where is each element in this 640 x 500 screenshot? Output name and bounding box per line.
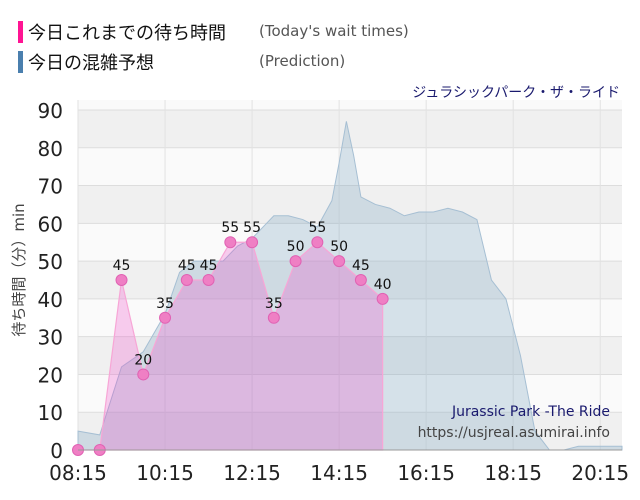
grid-band: [78, 110, 622, 148]
legend-sublabel-prediction: (Prediction): [259, 52, 346, 70]
data-label: 35: [265, 296, 283, 312]
x-tick-label: 20:15: [571, 461, 629, 485]
data-label: 45: [113, 258, 131, 274]
data-point: [180, 274, 193, 286]
grid-band: [78, 336, 622, 375]
grid-bands: [78, 100, 622, 450]
data-point: [267, 311, 280, 324]
x-tick-label: 10:15: [136, 461, 194, 485]
grid-band: [78, 185, 622, 224]
data-point: [115, 274, 128, 286]
legend: 今日これまでの待ち時間 (Today's wait times) 今日の混雑予想…: [18, 18, 618, 78]
chart-title: ジュラシックパーク・ザ・ライド: [412, 85, 620, 101]
x-tick-label: 14:15: [310, 461, 368, 485]
legend-item-prediction: 今日の混雑予想 (Prediction): [18, 48, 618, 78]
data-label: 45: [352, 258, 370, 274]
y-tick-label: 20: [38, 363, 63, 387]
y-tick-label: 0: [50, 439, 63, 463]
watermark-url: https://usjreal.asumirai.info: [418, 425, 610, 441]
y-tick-label: 10: [38, 401, 63, 425]
y-tick-label: 80: [38, 137, 63, 161]
data-label: 45: [178, 258, 196, 274]
legend-sublabel-today: (Today's wait times): [259, 22, 409, 40]
grid-band: [78, 412, 622, 450]
data-label: 20: [134, 352, 152, 368]
axes: 0 10 20 30 40 50 60 70 80 90 08:15 10:15 12:15 14:15 1…: [38, 99, 630, 485]
x-tick-label: 08:15: [49, 461, 107, 485]
data-label: 55: [243, 220, 261, 236]
y-tick-label: 50: [38, 250, 63, 274]
data-point: [354, 274, 367, 286]
data-label: 55: [221, 220, 239, 236]
legend-label-prediction: 今日の混雑予想: [28, 53, 154, 74]
data-label: 50: [330, 239, 348, 255]
data-point: [137, 368, 150, 381]
x-tick-label: 12:15: [223, 461, 281, 485]
data-label: 40: [374, 277, 392, 293]
legend-swatch-prediction: [18, 51, 23, 73]
y-tick-label: 60: [38, 212, 63, 236]
data-point: [376, 292, 389, 305]
data-point: [224, 236, 237, 249]
data-point: [159, 311, 172, 324]
y-axis-label: 待ち時間（分）min: [10, 203, 28, 336]
legend-label-today: 今日これまでの待ち時間: [28, 23, 226, 44]
x-tick-label: 16:15: [397, 461, 455, 485]
data-point: [246, 236, 259, 249]
data-point: [202, 274, 215, 286]
y-tick-label: 90: [38, 99, 63, 123]
data-point: [289, 255, 302, 268]
data-label: 55: [308, 220, 326, 236]
legend-item-today: 今日これまでの待ち時間 (Today's wait times): [18, 18, 618, 48]
y-tick-label: 30: [38, 326, 63, 350]
data-label: 45: [200, 258, 218, 274]
data-point: [333, 255, 346, 268]
y-tick-label: 70: [38, 175, 63, 199]
legend-swatch-today: [18, 21, 23, 43]
data-label: 50: [287, 239, 305, 255]
y-tick-label: 40: [38, 288, 63, 312]
x-tick-label: 18:15: [484, 461, 542, 485]
data-point: [311, 236, 324, 249]
data-label: 35: [156, 296, 174, 312]
watermark-title: Jurassic Park -The Ride: [451, 404, 610, 420]
grid-band: [78, 261, 622, 299]
